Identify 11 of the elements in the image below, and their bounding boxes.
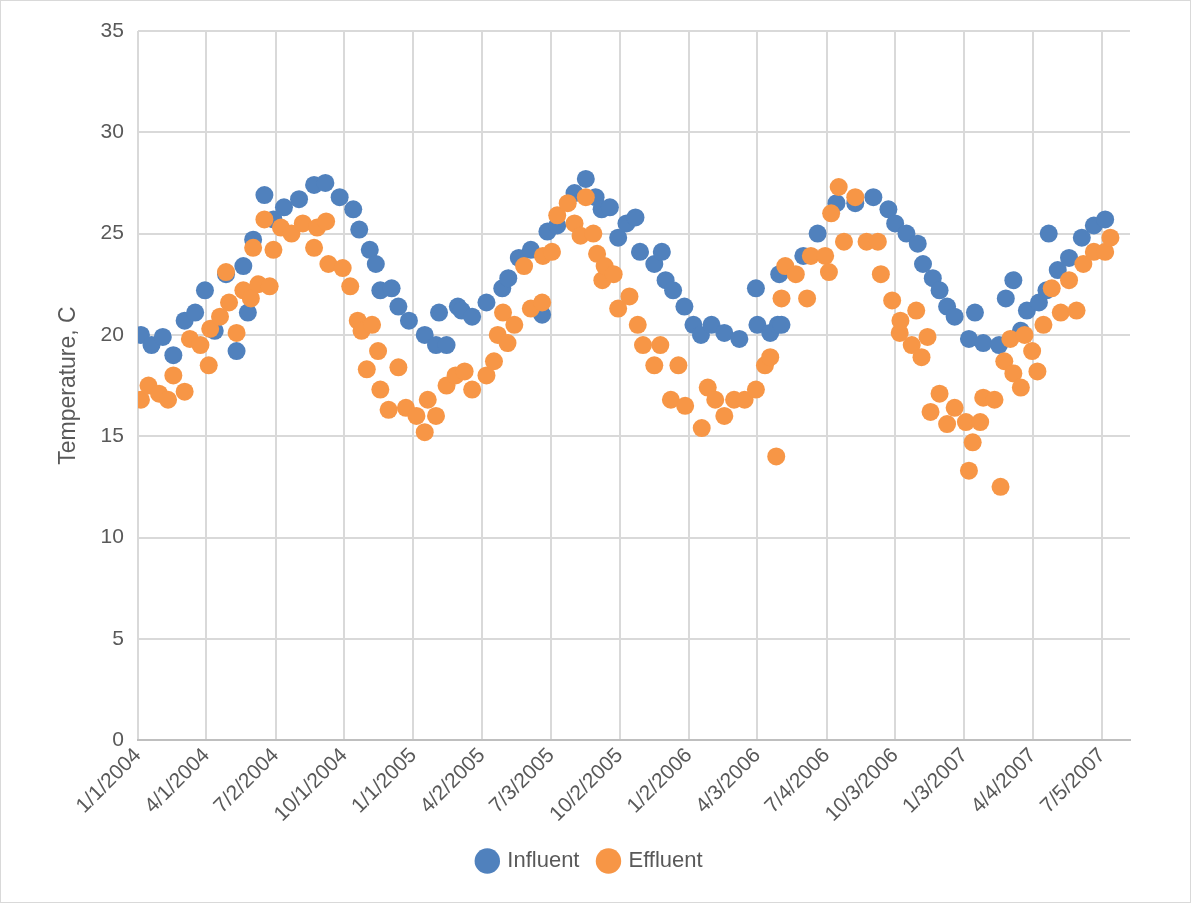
y-tick-label: 20 xyxy=(100,321,124,345)
y-tick-label: 5 xyxy=(112,625,124,649)
y-tick-label: 0 xyxy=(112,726,124,750)
y-tick-label: 10 xyxy=(100,524,124,548)
y-tick-label: 25 xyxy=(100,220,124,244)
y-axis-title: Temperature, C xyxy=(54,306,81,465)
y-tick-label: 30 xyxy=(100,119,124,143)
legend-label: Influent xyxy=(507,847,580,873)
y-tick-label: 35 xyxy=(100,17,124,41)
y-tick-label: 15 xyxy=(100,423,124,447)
legend-label: Effluent xyxy=(628,847,703,873)
